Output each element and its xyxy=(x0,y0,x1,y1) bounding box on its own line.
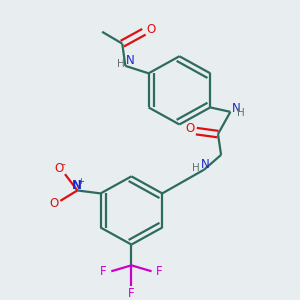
Text: O: O xyxy=(55,162,64,175)
Text: F: F xyxy=(128,287,135,300)
Text: N: N xyxy=(126,54,134,67)
Text: +: + xyxy=(78,177,85,186)
Text: O: O xyxy=(146,23,155,36)
Text: H: H xyxy=(118,59,125,69)
Text: H: H xyxy=(192,163,200,173)
Text: O: O xyxy=(185,122,194,135)
Text: N: N xyxy=(201,158,210,171)
Text: H: H xyxy=(237,108,245,118)
Text: O: O xyxy=(49,197,58,210)
Text: F: F xyxy=(156,265,163,278)
Text: -: - xyxy=(61,159,65,170)
Text: N: N xyxy=(232,102,240,115)
Text: N: N xyxy=(72,178,82,192)
Text: F: F xyxy=(100,265,107,278)
